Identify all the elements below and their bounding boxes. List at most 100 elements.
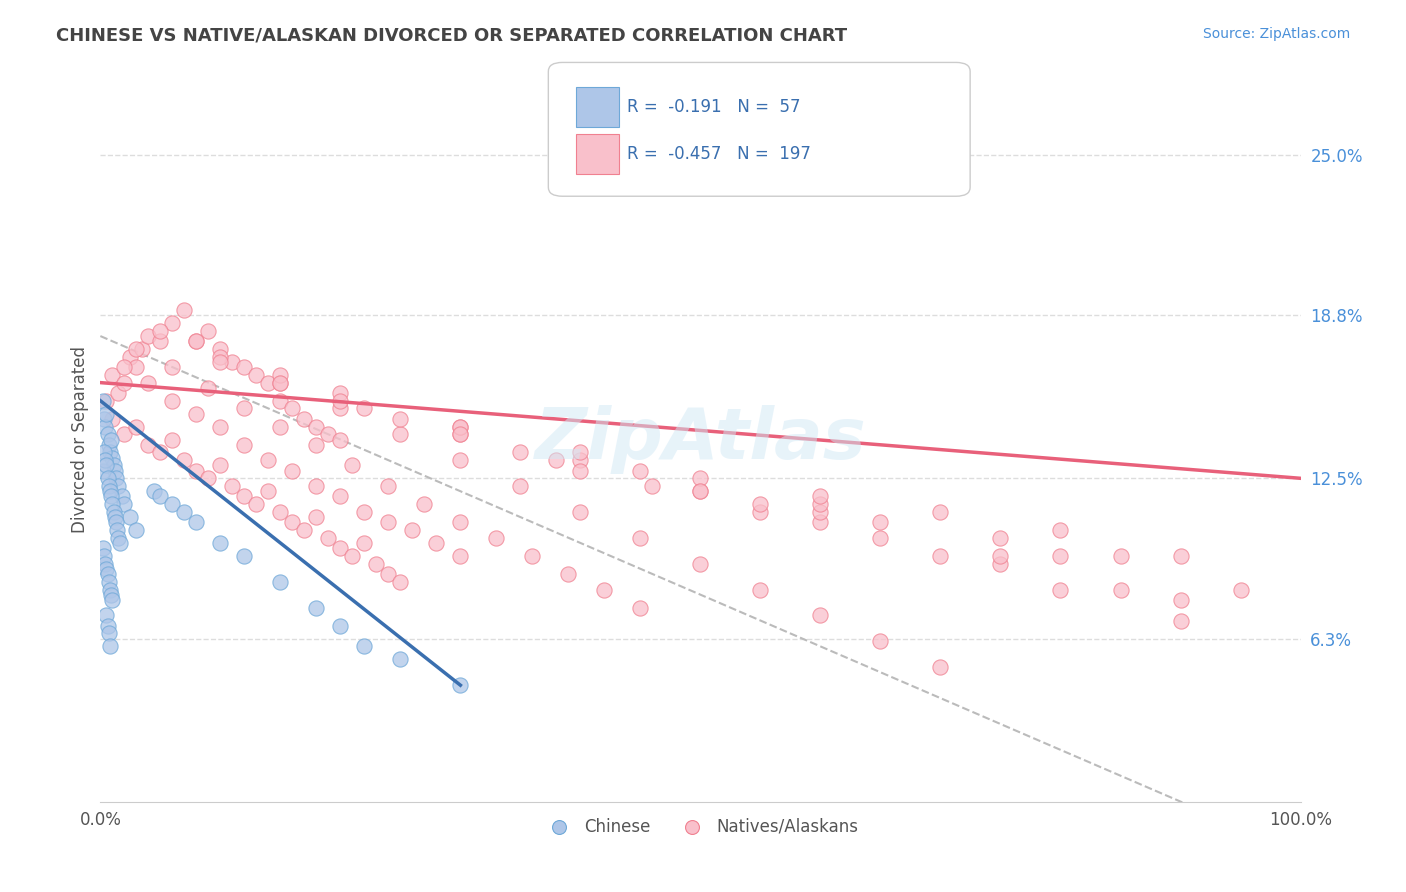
Point <box>990 557 1012 571</box>
Point <box>233 490 256 504</box>
Point <box>209 342 232 356</box>
Point <box>186 334 208 349</box>
Point <box>569 464 592 478</box>
Point <box>569 453 592 467</box>
Point <box>353 401 375 416</box>
Point <box>103 458 125 473</box>
Point <box>233 401 256 416</box>
Point <box>269 376 291 390</box>
Point <box>1229 582 1251 597</box>
Point <box>105 523 128 537</box>
Point <box>485 531 508 545</box>
Point <box>125 360 148 375</box>
Point <box>96 393 118 408</box>
Point <box>269 419 291 434</box>
Point <box>104 515 127 529</box>
Point <box>245 497 267 511</box>
Point <box>93 412 115 426</box>
Point <box>111 490 134 504</box>
Point <box>281 515 304 529</box>
Point <box>1049 582 1071 597</box>
Point <box>1109 582 1132 597</box>
Point <box>186 515 208 529</box>
Point <box>305 510 328 524</box>
Point <box>209 419 232 434</box>
Point <box>749 505 772 519</box>
Text: Source: ZipAtlas.com: Source: ZipAtlas.com <box>1202 27 1350 41</box>
Point <box>98 484 121 499</box>
Point <box>329 401 352 416</box>
Point <box>329 393 352 408</box>
Point <box>1049 523 1071 537</box>
Point <box>100 490 122 504</box>
Point <box>1049 549 1071 563</box>
Point <box>929 549 952 563</box>
Point <box>173 453 195 467</box>
Point <box>233 438 256 452</box>
Point <box>1170 614 1192 628</box>
Point <box>97 626 120 640</box>
Point <box>269 505 291 519</box>
Point <box>209 536 232 550</box>
Point <box>810 505 832 519</box>
Point <box>342 458 364 473</box>
Point <box>197 324 219 338</box>
Point <box>96 471 118 485</box>
Text: R =  -0.457   N =  197: R = -0.457 N = 197 <box>627 145 811 163</box>
Point <box>233 360 256 375</box>
Point <box>162 393 184 408</box>
Point <box>120 350 142 364</box>
Point <box>100 433 122 447</box>
Point <box>509 445 531 459</box>
Point <box>929 505 952 519</box>
Point <box>125 419 148 434</box>
Point <box>305 419 328 434</box>
Point <box>628 600 651 615</box>
Point <box>125 342 148 356</box>
Point <box>749 582 772 597</box>
Point <box>96 608 118 623</box>
Point <box>209 458 232 473</box>
Point <box>138 376 160 390</box>
Point <box>269 393 291 408</box>
Point <box>112 427 135 442</box>
Point <box>104 471 127 485</box>
Point <box>257 484 280 499</box>
Point <box>689 484 711 499</box>
Point <box>98 640 121 654</box>
Point <box>149 324 172 338</box>
Point <box>257 453 280 467</box>
Point <box>546 453 568 467</box>
Point <box>329 490 352 504</box>
Point <box>93 445 115 459</box>
Point <box>449 427 471 442</box>
Point <box>689 471 711 485</box>
Point <box>305 479 328 493</box>
Point <box>107 479 129 493</box>
Point <box>108 536 131 550</box>
Point <box>100 588 122 602</box>
Point <box>509 479 531 493</box>
Point <box>96 427 118 442</box>
Point <box>96 407 118 421</box>
Point <box>389 574 412 589</box>
Point <box>449 678 471 692</box>
Point <box>186 464 208 478</box>
Legend: Chinese, Natives/Alaskans: Chinese, Natives/Alaskans <box>534 809 868 844</box>
Point <box>101 497 124 511</box>
Point <box>366 557 388 571</box>
Point <box>1109 549 1132 563</box>
Point <box>628 531 651 545</box>
Point <box>929 660 952 674</box>
Point <box>449 419 471 434</box>
Point <box>449 515 471 529</box>
Point <box>125 523 148 537</box>
Point <box>186 334 208 349</box>
Point <box>138 438 160 452</box>
Point <box>96 566 118 581</box>
Point <box>449 419 471 434</box>
Point <box>593 582 616 597</box>
Point <box>810 515 832 529</box>
Point <box>522 549 544 563</box>
Point <box>569 505 592 519</box>
